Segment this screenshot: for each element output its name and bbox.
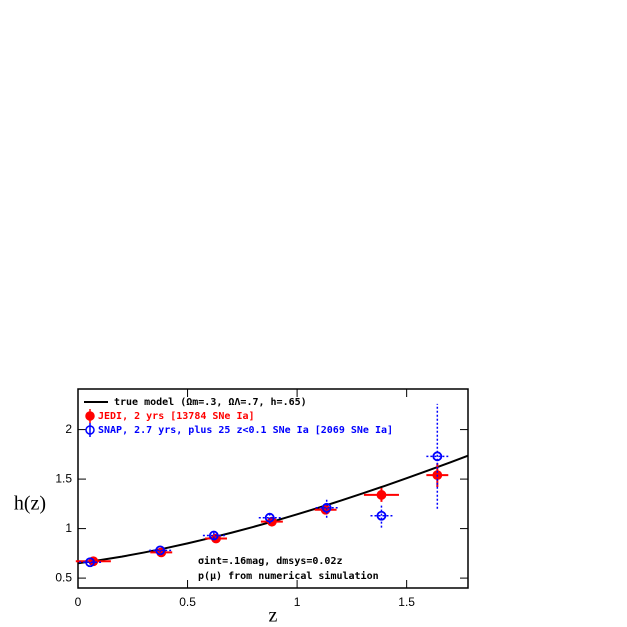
point [321, 502, 332, 513]
x-tick-label: 0.5 [179, 595, 196, 609]
point [208, 530, 219, 541]
x-tick-label: 1 [294, 595, 301, 609]
x-axis-label: z [269, 605, 278, 627]
y-tick-label: 1.5 [55, 471, 72, 485]
plot-frame [77, 388, 469, 589]
annotation: p(μ) from numerical simulation [198, 570, 379, 582]
x-tick-label: 1.5 [398, 595, 415, 609]
y-tick-label: 0.5 [55, 570, 72, 584]
model-line [77, 454, 469, 565]
legend-label: JEDI, 2 yrs [13784 SNe Ia] [98, 411, 255, 422]
x-tick-label: 0 [75, 595, 82, 609]
legend-label: true model (Ωm=.3, ΩΛ=.7, h=.65) [114, 397, 307, 408]
point [432, 451, 443, 462]
point [85, 557, 95, 568]
point [376, 490, 387, 500]
y-tick-label: 1 [65, 521, 72, 535]
legend-label: SNAP, 2.7 yrs, plus 25 z<0.1 SNe Ia [206… [98, 425, 393, 436]
y-axis-label: h(z) [14, 493, 46, 515]
point [376, 510, 387, 521]
annotation: σint=.16mag, dmsys=0.02z [198, 555, 343, 567]
point [264, 512, 275, 523]
y-tick-label: 2 [65, 422, 72, 436]
point [155, 545, 166, 556]
